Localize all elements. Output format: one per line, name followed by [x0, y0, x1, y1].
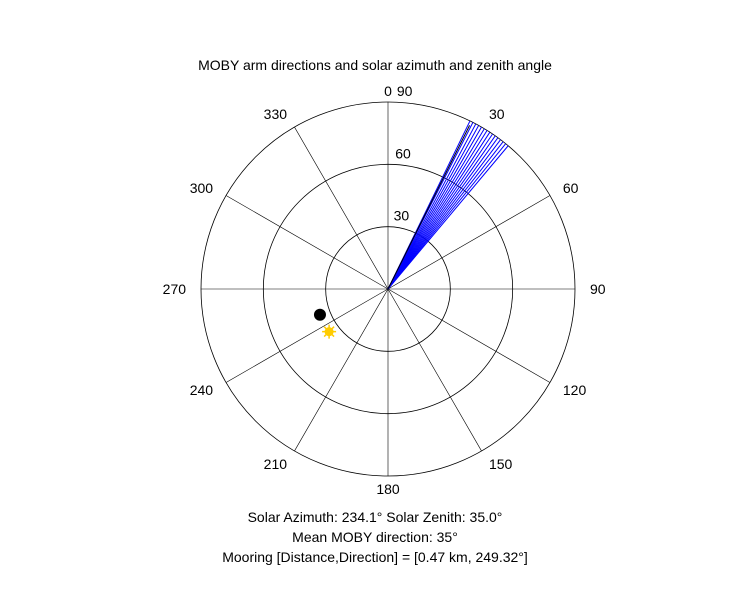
angle-label-330: 330 — [264, 106, 288, 122]
angle-label-30: 30 — [489, 106, 505, 122]
arm-line-6 — [387, 130, 488, 290]
polar-grid — [200, 101, 576, 477]
angle-label-0: 0 — [384, 83, 392, 99]
arm-line-11 — [387, 139, 501, 290]
arm-line-14 — [387, 145, 509, 290]
sun-ray-5 — [323, 326, 328, 331]
angle-label-300: 300 — [190, 180, 214, 196]
sun-marker — [322, 324, 337, 339]
mooring-direction-line — [387, 125, 471, 290]
angle-label-60: 60 — [563, 180, 579, 196]
angle-label-240: 240 — [190, 382, 214, 398]
angle-label-120: 120 — [563, 382, 587, 398]
arm-line-13 — [387, 143, 507, 290]
arm-line-9 — [387, 135, 496, 290]
ring-60 — [262, 163, 514, 415]
radial-label-60: 60 — [395, 145, 411, 161]
tick-labels: 0 30 60 90 120 150 180 210 240 270 300 330 30 60 90 — [163, 83, 606, 497]
arm-line-4 — [387, 126, 482, 290]
arm-line-5 — [387, 128, 485, 290]
spoke-240 — [225, 288, 389, 383]
mooring-marker — [313, 308, 326, 321]
angle-label-180: 180 — [376, 481, 400, 497]
angle-label-90: 90 — [590, 281, 606, 297]
arm-directions — [387, 120, 509, 290]
spoke-120 — [387, 288, 551, 383]
spoke-210 — [294, 288, 389, 452]
arm-line-12 — [387, 141, 504, 290]
radial-label-30: 30 — [394, 208, 410, 224]
ring-90 — [200, 101, 576, 477]
spoke-60 — [387, 195, 551, 290]
solar-annotation: Solar Azimuth: 234.1° Solar Zenith: 35.0… — [247, 509, 503, 525]
arm-line-7 — [387, 131, 491, 290]
markers — [313, 308, 337, 339]
angle-label-150: 150 — [489, 456, 513, 472]
spoke-150 — [387, 288, 482, 452]
spoke-300 — [225, 195, 389, 290]
sun-ray-1 — [330, 333, 335, 338]
angle-label-210: 210 — [264, 456, 288, 472]
angle-label-270: 270 — [163, 281, 187, 297]
arm-line-2 — [387, 123, 477, 290]
ring-30 — [325, 226, 451, 352]
arm-line-10 — [387, 137, 499, 290]
mean-direction-annotation: Mean MOBY direction: 35° — [292, 529, 458, 545]
arm-line-3 — [387, 125, 480, 290]
sun-ray-3 — [323, 333, 328, 338]
mooring-annotation: Mooring [Distance,Direction] = [0.47 km,… — [222, 549, 528, 565]
chart-title: MOBY arm directions and solar azimuth an… — [198, 57, 552, 73]
spoke-330 — [294, 126, 389, 290]
radial-label-90: 90 — [397, 83, 413, 99]
sun-ray-7 — [330, 326, 335, 331]
arm-line-8 — [387, 133, 493, 290]
